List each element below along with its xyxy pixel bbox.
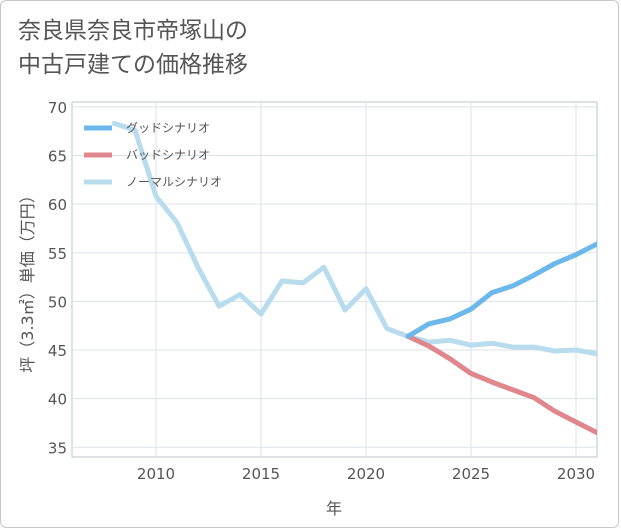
y-tick-label: 45 — [48, 342, 67, 360]
x-tick-label: 2030 — [557, 465, 595, 483]
chart-title-line2: 中古戸建ての価格推移 — [18, 52, 248, 78]
tick-labels: 35 40 45 50 55 60 65 70 2010 2015 2020 2025 2030 — [48, 99, 595, 483]
legend-label-0: グッドシナリオ — [126, 121, 210, 135]
plot-area — [71, 101, 598, 458]
y-tick-label: 35 — [48, 439, 67, 457]
y-axis-title: 坪（3.3㎡）単価（万円） — [18, 187, 37, 372]
x-tick-label: 2015 — [242, 465, 280, 483]
grid-lines — [72, 102, 597, 457]
legend-label-1: バッドシナリオ — [126, 148, 210, 162]
x-tick-label: 2010 — [137, 465, 175, 483]
x-tick-label: 2020 — [347, 465, 385, 483]
x-tick-label: 2025 — [452, 465, 490, 483]
x-axis-title: 年 — [326, 499, 342, 518]
y-tick-label: 50 — [48, 293, 67, 311]
series-line-2 — [111, 120, 597, 357]
y-tick-label: 60 — [48, 196, 67, 214]
y-tick-label: 55 — [48, 245, 67, 263]
y-tick-label: 65 — [48, 147, 67, 165]
series-line-0 — [405, 241, 597, 339]
y-tick-label: 40 — [48, 391, 67, 409]
y-tick-label: 70 — [48, 99, 67, 117]
legend-label-2: ノーマルシナリオ — [126, 175, 222, 189]
chart-title-line1: 奈良県奈良市帝塚山の — [18, 18, 248, 44]
series-line-1 — [405, 333, 597, 436]
series-lines — [111, 120, 597, 436]
chart-title: 奈良県奈良市帝塚山の 中古戸建ての価格推移 — [18, 14, 248, 82]
